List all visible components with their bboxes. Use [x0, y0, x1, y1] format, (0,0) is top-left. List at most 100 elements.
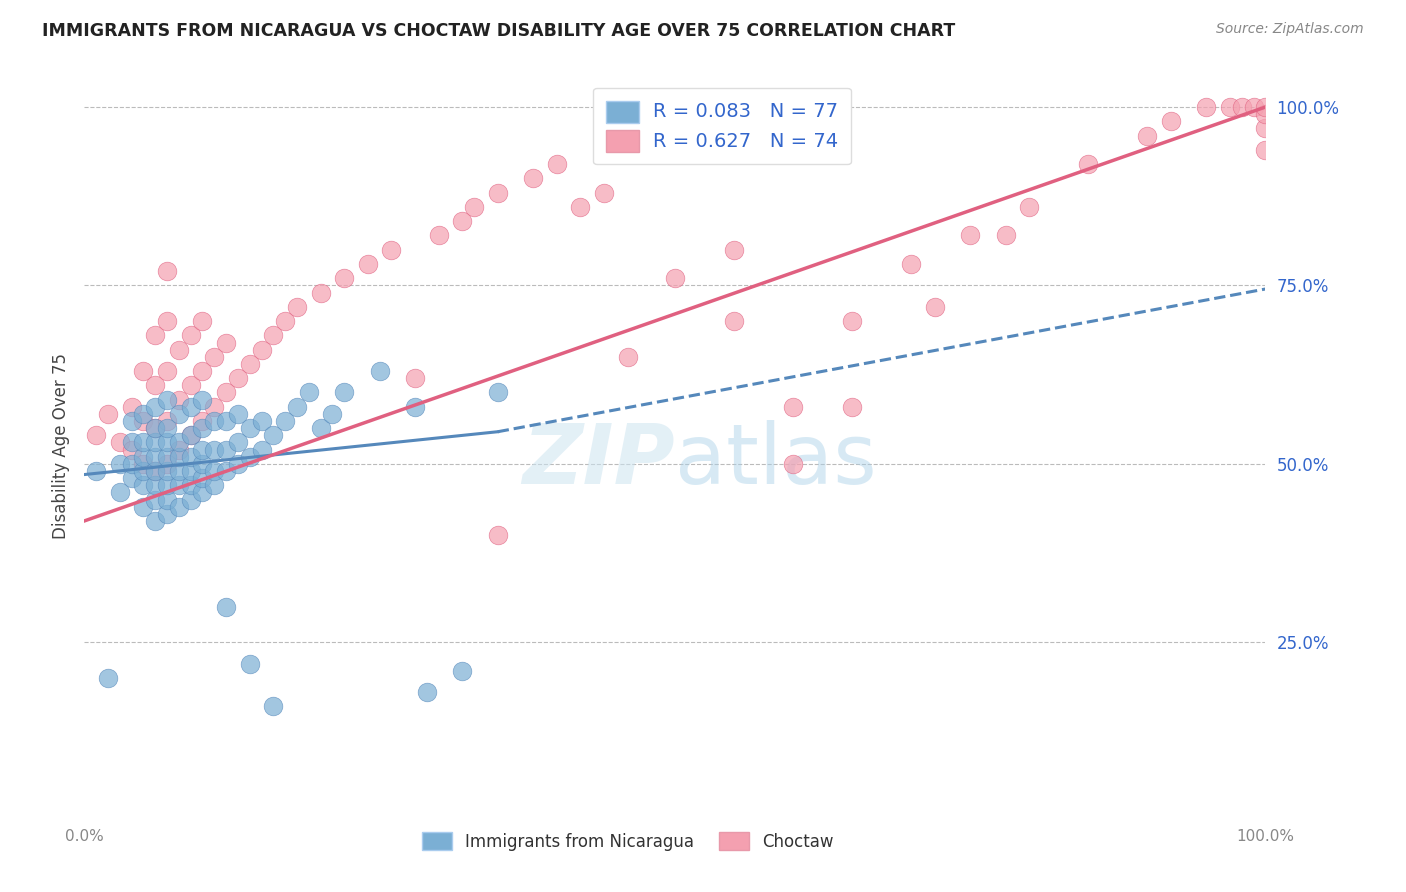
Point [239, 357, 262, 371]
Point [522, 171, 544, 186]
Point [167, 407, 190, 421]
Point [1254, 100, 1277, 114]
Point [143, 478, 166, 492]
Point [1136, 128, 1159, 143]
Point [121, 414, 143, 428]
Point [215, 599, 238, 614]
Point [463, 200, 485, 214]
Point [143, 328, 166, 343]
Point [368, 364, 391, 378]
Point [427, 228, 450, 243]
Point [321, 407, 343, 421]
Point [84, 428, 107, 442]
Point [121, 457, 143, 471]
Point [1230, 100, 1253, 114]
Point [1219, 100, 1241, 114]
Point [250, 343, 273, 357]
Point [167, 435, 190, 450]
Point [1243, 100, 1265, 114]
Point [191, 414, 214, 428]
Point [156, 450, 179, 464]
Point [262, 328, 284, 343]
Point [215, 464, 238, 478]
Point [723, 314, 745, 328]
Point [994, 228, 1017, 243]
Point [108, 485, 131, 500]
Point [97, 671, 120, 685]
Legend: Immigrants from Nicaragua, Choctaw: Immigrants from Nicaragua, Choctaw [415, 825, 841, 857]
Point [900, 257, 922, 271]
Point [239, 421, 262, 435]
Point [226, 371, 249, 385]
Point [167, 500, 190, 514]
Point [143, 435, 166, 450]
Point [191, 485, 214, 500]
Point [215, 414, 238, 428]
Point [664, 271, 686, 285]
Point [156, 392, 179, 407]
Point [1195, 100, 1218, 114]
Point [143, 421, 166, 435]
Point [924, 300, 946, 314]
Text: ZIP: ZIP [522, 420, 675, 501]
Point [215, 385, 238, 400]
Point [202, 442, 225, 457]
Point [132, 457, 155, 471]
Point [451, 214, 474, 228]
Point [404, 400, 426, 414]
Point [1254, 107, 1277, 121]
Point [1254, 121, 1277, 136]
Point [782, 457, 804, 471]
Point [486, 186, 509, 200]
Point [191, 421, 214, 435]
Point [333, 271, 356, 285]
Point [156, 464, 179, 478]
Point [180, 450, 202, 464]
Point [1018, 200, 1040, 214]
Text: IMMIGRANTS FROM NICARAGUA VS CHOCTAW DISABILITY AGE OVER 75 CORRELATION CHART: IMMIGRANTS FROM NICARAGUA VS CHOCTAW DIS… [42, 22, 956, 40]
Point [593, 186, 616, 200]
Point [143, 464, 166, 478]
Point [156, 421, 179, 435]
Point [121, 471, 143, 485]
Point [180, 464, 202, 478]
Point [404, 371, 426, 385]
Point [285, 300, 308, 314]
Point [180, 492, 202, 507]
Point [108, 457, 131, 471]
Point [486, 385, 509, 400]
Point [285, 400, 308, 414]
Point [180, 378, 202, 392]
Point [167, 442, 190, 457]
Point [156, 414, 179, 428]
Point [191, 457, 214, 471]
Point [226, 407, 249, 421]
Point [226, 457, 249, 471]
Point [215, 335, 238, 350]
Point [143, 400, 166, 414]
Point [202, 400, 225, 414]
Point [132, 500, 155, 514]
Point [180, 428, 202, 442]
Point [262, 699, 284, 714]
Point [959, 228, 981, 243]
Point [191, 392, 214, 407]
Point [132, 464, 155, 478]
Point [309, 285, 332, 300]
Point [156, 435, 179, 450]
Point [202, 414, 225, 428]
Point [191, 364, 214, 378]
Point [132, 435, 155, 450]
Point [156, 492, 179, 507]
Point [167, 450, 190, 464]
Point [309, 421, 332, 435]
Point [121, 400, 143, 414]
Point [132, 450, 155, 464]
Point [167, 464, 190, 478]
Point [451, 664, 474, 678]
Point [191, 442, 214, 457]
Point [357, 257, 380, 271]
Point [546, 157, 568, 171]
Point [156, 314, 179, 328]
Point [841, 400, 863, 414]
